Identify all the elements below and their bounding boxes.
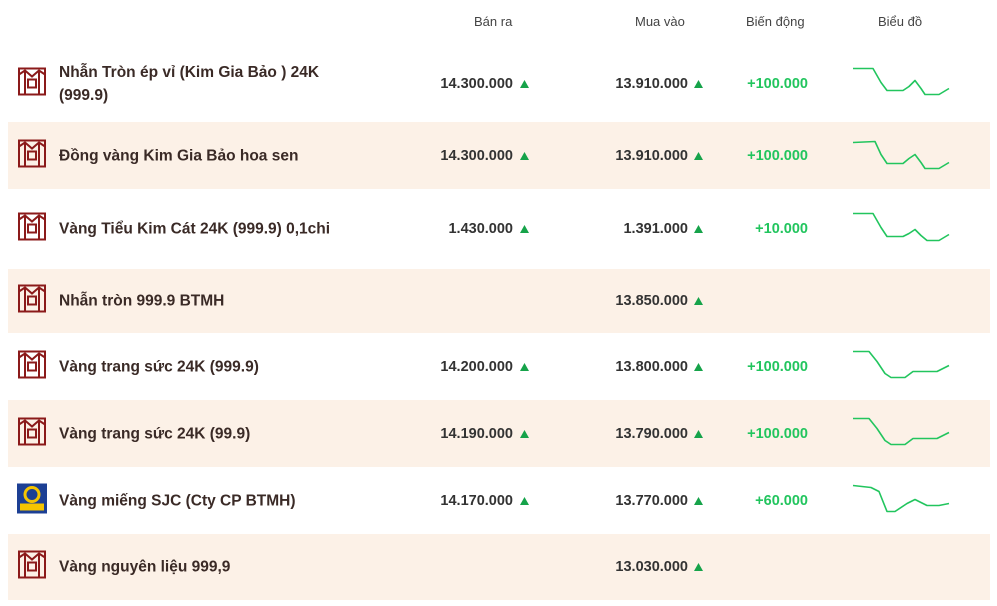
brand-logo	[17, 416, 47, 451]
sparkline-chart	[853, 212, 950, 241]
brand-logo	[17, 483, 47, 518]
brand-logo	[17, 550, 47, 585]
product-name: Vàng miếng SJC (Cty CP BTMH)	[59, 492, 296, 509]
brand-logo	[17, 138, 47, 173]
buy-price: 13.800.000	[615, 358, 688, 375]
header-sell: Bán ra	[474, 14, 513, 29]
up-arrow	[694, 492, 703, 510]
up-arrow	[694, 220, 703, 238]
btmh-logo	[18, 284, 46, 313]
up-arrow-icon	[520, 151, 529, 160]
product-name: Vàng Tiểu Kim Cát 24K (999.9) 0,1chi	[59, 220, 331, 237]
sell-price: 14.300.000	[440, 147, 513, 164]
up-arrow-icon	[520, 362, 529, 371]
header-chart: Biểu đồ	[878, 14, 923, 29]
up-arrow	[520, 425, 529, 443]
sell-price: 14.190.000	[440, 425, 513, 442]
up-arrow-icon	[520, 496, 529, 505]
buy-price: 13.910.000	[615, 147, 688, 164]
sparkline-chart	[853, 350, 950, 378]
up-arrow-icon	[694, 362, 703, 371]
sparkline-chart	[853, 67, 950, 95]
product-name: Đồng vàng Kim Gia Bảo hoa sen	[59, 147, 299, 164]
sparkline-chart	[853, 417, 950, 445]
buy-price: 13.030.000	[615, 559, 688, 575]
price-change: +10.000	[755, 220, 808, 237]
price-row: Nhẫn Tròn ép vỉ (Kim Gia Bảo ) 24K (999.…	[8, 45, 990, 122]
up-arrow	[694, 558, 703, 576]
up-arrow	[520, 220, 529, 238]
up-arrow	[694, 292, 703, 310]
buy-price: 13.850.000	[615, 293, 688, 309]
up-arrow	[520, 147, 529, 165]
up-arrow-icon	[520, 429, 529, 438]
price-row: Vàng Tiểu Kim Cát 24K (999.9) 0,1chi 1.43…	[8, 189, 990, 268]
up-arrow-icon	[694, 151, 703, 160]
sell-price: 1.430.000	[448, 220, 513, 237]
sparkline	[851, 136, 951, 175]
product-name: Nhẫn Tròn ép vỉ (Kim Gia Bảo ) 24K (999.…	[59, 63, 320, 104]
sjc-logo	[17, 483, 47, 513]
brand-logo	[17, 349, 47, 384]
btmh-logo	[18, 417, 46, 445]
price-change: +100.000	[747, 75, 808, 92]
up-arrow-icon	[694, 297, 703, 305]
price-row: Nhẫn tròn 999.9 BTMH 13.850.000	[8, 269, 990, 333]
btmh-logo	[18, 67, 46, 95]
price-row: Vàng trang sức 24K (999.9) 14.200.000 13.8…	[8, 333, 990, 400]
brand-logo	[17, 211, 47, 246]
up-arrow-icon	[520, 79, 529, 88]
price-row: Vàng trang sức 24K (99.9) 14.190.000 13.79…	[8, 400, 990, 467]
sparkline	[851, 414, 951, 453]
buy-price: 13.790.000	[615, 425, 688, 442]
up-arrow	[520, 358, 529, 376]
up-arrow	[694, 147, 703, 165]
up-arrow-icon	[694, 563, 703, 571]
buy-price: 13.770.000	[615, 492, 688, 509]
up-arrow-icon	[694, 496, 703, 505]
btmh-logo	[18, 350, 46, 378]
btmh-logo	[18, 550, 46, 579]
up-arrow	[694, 358, 703, 376]
sparkline	[851, 481, 951, 520]
buy-price: 1.391.000	[623, 220, 688, 237]
price-row: Vàng miếng SJC (Cty CP BTMH) 14.170.000 13…	[8, 467, 990, 534]
sell-price: 14.170.000	[440, 492, 513, 509]
sparkline	[851, 347, 951, 386]
product-name: Nhẫn tròn 999.9 BTMH	[59, 292, 225, 310]
price-change: +100.000	[747, 358, 808, 375]
product-name: Vàng trang sức 24K (99.9)	[59, 425, 251, 442]
price-change: +60.000	[755, 492, 808, 509]
sell-price: 14.200.000	[440, 358, 513, 375]
brand-logo	[17, 284, 47, 319]
price-row: Vàng nguyên liệu 999,9 13.030.000	[8, 534, 990, 600]
sparkline	[851, 64, 951, 103]
brand-logo	[17, 66, 47, 101]
up-arrow-icon	[694, 224, 703, 233]
up-arrow	[520, 492, 529, 510]
product-name: Vàng nguyên liệu 999,9	[59, 558, 231, 576]
buy-price: 13.910.000	[615, 75, 688, 92]
product-name: Vàng trang sức 24K (999.9)	[59, 358, 259, 375]
sell-price: 14.300.000	[440, 75, 513, 92]
btmh-logo	[18, 139, 46, 167]
header-buy: Mua vào	[635, 14, 685, 29]
sparkline	[851, 209, 951, 248]
up-arrow-icon	[694, 429, 703, 438]
header-change: Biến động	[746, 14, 805, 29]
up-arrow	[520, 75, 529, 93]
up-arrow	[694, 425, 703, 443]
up-arrow-icon	[520, 224, 529, 233]
price-change: +100.000	[747, 425, 808, 442]
sparkline-chart	[852, 484, 950, 512]
price-row: Đồng vàng Kim Gia Bảo hoa sen 14.300.000 1…	[8, 122, 990, 189]
sparkline-chart	[852, 140, 950, 169]
price-change: +100.000	[747, 147, 808, 164]
btmh-logo	[18, 212, 46, 240]
up-arrow	[694, 75, 703, 93]
up-arrow-icon	[694, 79, 703, 88]
